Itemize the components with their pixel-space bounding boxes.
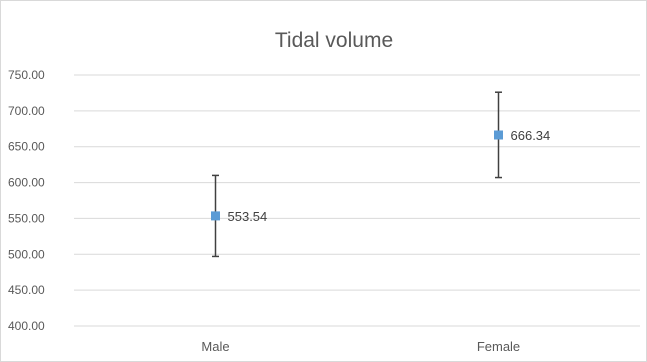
data-labels: 553.54 666.34 [228,128,551,224]
y-tick-label: 650.00 [8,140,45,154]
data-label: 666.34 [511,128,551,143]
chart-title: Tidal volume [275,29,393,52]
y-tick-label: 400.00 [8,319,45,333]
y-axis-ticks: 400.00 450.00 500.00 550.00 600.00 650.00 700.… [8,68,45,333]
gridlines [74,74,640,327]
data-points [211,130,503,221]
data-point [494,130,503,140]
y-tick-label: 550.00 [8,211,45,225]
x-axis-categories: Male Female [201,339,520,354]
y-tick-label: 500.00 [8,247,45,261]
data-label: 553.54 [228,209,268,224]
y-tick-label: 450.00 [8,283,45,297]
error-bars [212,91,502,258]
y-tick-label: 700.00 [8,104,45,118]
x-category-label: Male [201,339,229,354]
y-tick-label: 750.00 [8,68,45,82]
y-tick-label: 600.00 [8,176,45,190]
x-category-label: Female [477,339,520,354]
data-point [211,211,220,221]
